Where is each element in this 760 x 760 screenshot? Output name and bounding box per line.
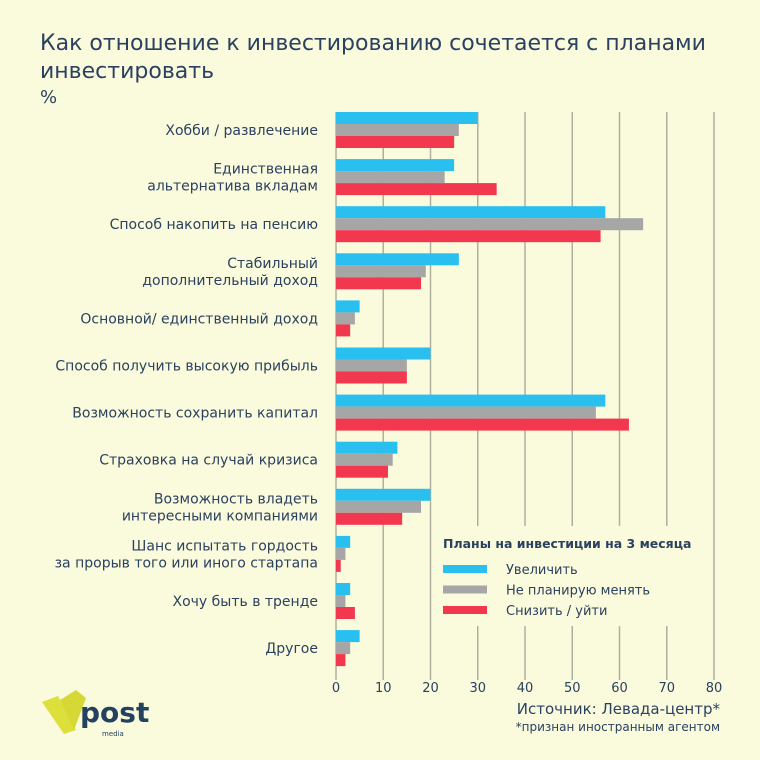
category-label: за прорыв того или иного стартапа <box>55 555 318 571</box>
bar-decrease <box>336 277 422 290</box>
bar-decrease <box>336 136 455 148</box>
category-label: Способ накопить на пенсию <box>110 217 319 233</box>
category-label: Хочу быть в тренде <box>172 594 318 610</box>
category-label: Возможность владеть <box>154 491 318 507</box>
bar-nochange <box>336 312 355 325</box>
legend-label: Не планирую менять <box>506 584 650 599</box>
category-label: интересными компаниями <box>122 508 318 524</box>
legend-swatch <box>443 606 487 614</box>
bar-decrease <box>336 607 355 619</box>
bar-decrease <box>336 654 346 667</box>
footnote: *признан иностранным агентом <box>515 720 720 734</box>
x-tick-label: 50 <box>564 681 581 696</box>
category-label: дополнительный доход <box>142 273 318 289</box>
bar-decrease <box>336 418 629 431</box>
category-label: Основной/ единственный доход <box>80 311 318 327</box>
category-label: Способ получить высокую прибыль <box>55 359 318 375</box>
bar-nochange <box>336 595 346 607</box>
bar-increase <box>336 488 431 501</box>
bar-increase <box>336 394 606 407</box>
bar-nochange <box>336 265 426 278</box>
category-label: Шанс испытать гордость <box>131 538 318 554</box>
bar-decrease <box>336 465 388 478</box>
source-text: Источник: Левада-центр* <box>516 700 720 718</box>
bar-nochange <box>336 547 346 560</box>
category-label: Другое <box>265 641 318 657</box>
category-label: Возможность сохранить капитал <box>72 406 318 422</box>
unit-label: % <box>40 87 58 108</box>
x-tick-label: 80 <box>706 681 723 696</box>
bar-decrease <box>336 183 497 196</box>
x-tick-label: 70 <box>658 681 675 696</box>
bar-increase <box>336 112 478 124</box>
legend-swatch <box>443 565 487 573</box>
category-label: альтернатива вкладам <box>147 179 318 195</box>
x-tick-label: 20 <box>422 681 439 696</box>
x-tick-label: 0 <box>332 681 340 696</box>
bar-increase <box>336 206 606 219</box>
bar-nochange <box>336 124 459 136</box>
bar-nochange <box>336 453 393 466</box>
bar-nochange <box>336 171 445 184</box>
legend-label: Увеличить <box>506 563 578 578</box>
bar-increase <box>336 300 360 313</box>
bar-increase <box>336 630 360 643</box>
category-label: Стабильный <box>227 256 318 272</box>
x-tick-label: 60 <box>611 681 628 696</box>
legend-title: Планы на инвестиции на 3 месяца <box>443 536 691 551</box>
bar-nochange <box>336 406 596 419</box>
bar-increase <box>336 441 398 454</box>
bar-increase <box>336 583 351 595</box>
category-label: Хобби / развлечение <box>165 123 318 139</box>
bar-nochange <box>336 359 407 372</box>
bar-decrease <box>336 559 341 572</box>
bar-nochange <box>336 218 644 231</box>
bar-nochange <box>336 500 422 513</box>
post-media-logo: post media <box>38 686 149 746</box>
bar-nochange <box>336 642 351 655</box>
category-label: Страховка на случай кризиса <box>99 453 318 469</box>
bar-increase <box>336 347 431 360</box>
x-tick-label: 10 <box>375 681 392 696</box>
bar-increase <box>336 253 459 266</box>
legend-swatch <box>443 585 487 594</box>
bar-decrease <box>336 324 351 337</box>
bar-decrease <box>336 230 601 243</box>
category-label: Единственная <box>213 162 318 178</box>
bar-increase <box>336 159 455 172</box>
bar-decrease <box>336 371 407 384</box>
bar-decrease <box>336 512 403 525</box>
page-title: Как отношение к инвестированию сочетаетс… <box>40 31 706 84</box>
x-tick-label: 40 <box>517 681 534 696</box>
legend-label: Снизить / уйти <box>506 604 607 619</box>
x-tick-label: 30 <box>469 681 486 696</box>
bar-increase <box>336 535 351 548</box>
